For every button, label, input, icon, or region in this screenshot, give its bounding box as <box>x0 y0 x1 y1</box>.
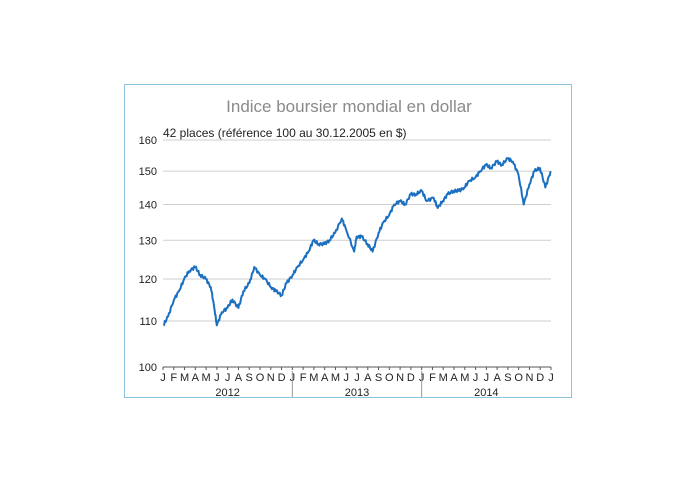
x-tick-label: D <box>407 372 415 384</box>
x-tick-label: J <box>354 372 360 384</box>
x-tick-label: M <box>439 372 448 384</box>
x-tick-label: J <box>343 372 349 384</box>
x-tick-label: A <box>364 372 372 384</box>
x-tick-label: O <box>256 372 265 384</box>
x-tick-label: A <box>450 372 458 384</box>
x-tick-label: J <box>160 372 166 384</box>
x-tick-label: F <box>170 372 177 384</box>
series-lines <box>163 157 552 327</box>
x-tick-label: D <box>536 372 544 384</box>
y-tick-label: 120 <box>139 274 157 286</box>
x-tick-label: S <box>375 372 382 384</box>
y-tick-label: 110 <box>139 316 157 328</box>
x-tick-label: D <box>278 372 286 384</box>
x-tick-label: F <box>300 372 307 384</box>
chart-title: Indice boursier mondial en dollar <box>226 97 472 116</box>
y-tick-label: 100 <box>139 362 157 374</box>
x-tick-label: O <box>385 372 394 384</box>
x-tick-label: M <box>460 372 469 384</box>
x-tick-label: M <box>202 372 211 384</box>
x-axis-ticks: JFMAMJJASONDJFMAMJJASONDJFMAMJJASONDJ <box>160 367 554 384</box>
x-tick-label: N <box>267 372 275 384</box>
y-axis-ticks: 100 110 120 130 140 150 160 <box>139 135 157 374</box>
x-tick-label: J <box>484 372 490 384</box>
y-tick-label: 160 <box>139 135 157 147</box>
x-tick-label: O <box>514 372 523 384</box>
year-labels: 2012 2013 2014 <box>215 371 499 399</box>
x-tick-label: A <box>321 372 329 384</box>
gridlines <box>163 139 551 368</box>
x-tick-label: J <box>473 372 479 384</box>
x-tick-label: J <box>214 372 220 384</box>
chart-subtitle: 42 places (référence 100 au 30.12.2005 e… <box>163 126 407 140</box>
x-tick-label: N <box>525 372 533 384</box>
x-tick-label: N <box>396 372 404 384</box>
y-tick-label: 140 <box>139 199 157 211</box>
chart: Indice boursier mondial en dollar 42 pla… <box>139 97 554 399</box>
x-tick-label: M <box>309 372 318 384</box>
x-tick-label: S <box>246 372 253 384</box>
year-label: 2012 <box>215 387 239 399</box>
x-tick-label: S <box>504 372 511 384</box>
series-line <box>163 157 552 327</box>
x-tick-label: F <box>429 372 436 384</box>
x-tick-label: A <box>235 372 243 384</box>
y-tick-label: 130 <box>139 235 157 247</box>
x-tick-label: A <box>192 372 200 384</box>
x-tick-label: M <box>331 372 340 384</box>
x-tick-label: A <box>493 372 501 384</box>
y-tick-label: 150 <box>139 166 157 178</box>
year-label: 2013 <box>345 387 369 399</box>
chart-frame: Indice boursier mondial en dollar 42 pla… <box>124 84 572 399</box>
x-tick-label: J <box>548 372 554 384</box>
x-tick-label: J <box>225 372 231 384</box>
year-label: 2014 <box>474 387 498 399</box>
x-tick-label: M <box>180 372 189 384</box>
